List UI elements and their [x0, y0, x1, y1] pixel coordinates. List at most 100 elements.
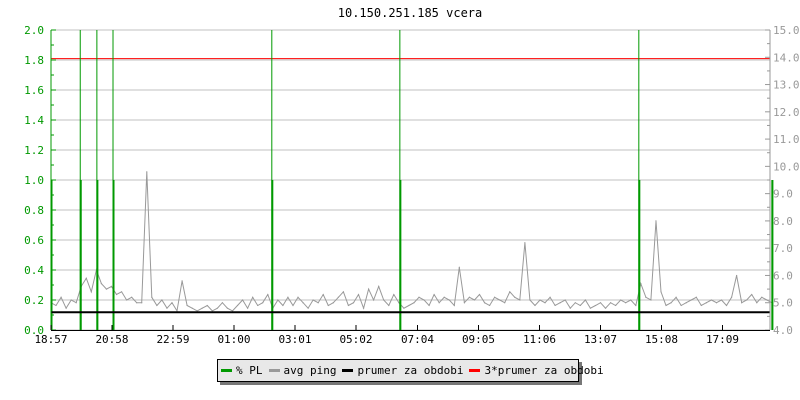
avg-ping-point [660, 291, 662, 293]
avg-ping-point [720, 299, 723, 301]
avg-ping-point [448, 299, 450, 301]
legend-label: prumer za obdobi [357, 364, 464, 377]
avg-ping-point [494, 296, 496, 298]
avg-ping-point [539, 299, 541, 301]
avg-ping-point [408, 304, 410, 307]
avg-ping-point [418, 296, 420, 298]
avg-ping-point [347, 304, 350, 307]
avg-ping-point [584, 299, 586, 301]
avg-ping-point [211, 310, 213, 312]
avg-ping-point [433, 293, 435, 296]
avg-ping-point [725, 304, 728, 307]
avg-ping-point [146, 171, 148, 173]
avg-ping-point [403, 307, 405, 309]
avg-ping-point [191, 307, 193, 309]
avg-ping-point [604, 307, 607, 309]
avg-ping-point [509, 291, 511, 293]
left-tick-label: 1.6 [24, 84, 44, 97]
avg-ping-point [736, 274, 738, 277]
avg-ping-point [443, 296, 445, 298]
avg-ping-point [307, 307, 309, 309]
avg-ping-point [655, 220, 657, 222]
avg-ping-point [751, 293, 753, 296]
legend-label: % PL [236, 364, 263, 377]
avg-ping-point [463, 302, 465, 304]
legend-item-3x-average: 3*prumer za obdobi [469, 364, 604, 377]
x-tick-label: 22:59 [156, 333, 189, 346]
avg-ping-point [680, 304, 682, 307]
avg-ping-point [75, 302, 77, 304]
avg-ping-point [221, 302, 224, 304]
avg-ping-point [166, 307, 168, 309]
legend-item-avg-ping: avg ping [268, 364, 336, 377]
avg-ping-point [609, 302, 612, 304]
legend: % PL avg ping prumer za obdobi 3*prumer … [217, 359, 604, 382]
avg-ping-point [488, 304, 491, 307]
avg-ping-point [186, 304, 188, 307]
avg-ping-point [297, 296, 299, 298]
left-tick-label: 0.8 [24, 204, 44, 217]
avg-ping-point [700, 304, 702, 307]
avg-ping-point [645, 296, 647, 298]
x-tick-label: 15:08 [645, 333, 678, 346]
avg-ping-point [368, 288, 370, 290]
legend-label: 3*prumer za obdobi [484, 364, 604, 377]
avg-ping-point [201, 307, 203, 309]
left-tick-label: 1.8 [24, 54, 44, 67]
x-tick-label: 18:57 [34, 333, 67, 346]
avg-ping-point [378, 285, 380, 287]
left-tick-label: 1.0 [24, 174, 44, 187]
avg-ping-point [322, 293, 324, 296]
left-tick-label: 1.4 [24, 114, 44, 127]
avg-ping-point [458, 266, 460, 268]
right-tick-label: 15.0 [773, 24, 800, 37]
left-tick-label: 0.2 [24, 294, 44, 307]
avg-ping-point [317, 302, 319, 304]
legend-swatch [268, 369, 280, 372]
legend-swatch [469, 369, 481, 372]
avg-ping-point [504, 302, 506, 304]
avg-ping-point [131, 296, 133, 298]
avg-ping-point [383, 299, 385, 301]
avg-ping-point [559, 302, 561, 304]
avg-ping-point [267, 293, 269, 296]
avg-ping-point [115, 293, 118, 296]
avg-ping-point [352, 302, 355, 304]
avg-ping-point [357, 293, 360, 296]
avg-ping-point [176, 310, 178, 312]
avg-ping-point [483, 302, 486, 304]
avg-ping-point [499, 299, 501, 301]
avg-ping-point [544, 302, 546, 304]
avg-ping-point [574, 302, 576, 304]
legend-swatch [342, 369, 354, 372]
avg-ping-point [337, 296, 339, 298]
avg-ping-point [105, 288, 108, 290]
avg-ping-point [65, 307, 67, 309]
avg-ping-point [741, 302, 743, 304]
avg-ping-point [277, 299, 279, 301]
avg-ping-point [100, 283, 103, 285]
right-tick-label: 12.0 [773, 106, 800, 119]
avg-ping-point [579, 304, 581, 307]
avg-ping-point [615, 304, 617, 307]
avg-ping-point [665, 304, 667, 307]
avg-ping-point [216, 307, 218, 309]
avg-ping-point [312, 299, 314, 301]
avg-ping-point [196, 310, 198, 312]
avg-ping-point [206, 304, 208, 307]
chart-title: 10.150.251.185 vcera [337, 6, 483, 20]
avg-ping-point [478, 293, 481, 296]
x-tick-label: 09:05 [462, 333, 495, 346]
avg-ping-point [635, 304, 637, 307]
avg-ping-point [90, 291, 92, 293]
avg-ping-point [620, 299, 622, 301]
avg-ping-point [453, 304, 455, 307]
avg-ping-point [519, 299, 521, 301]
avg-ping-point [85, 277, 87, 279]
avg-ping-point [247, 307, 249, 309]
avg-ping-point [554, 304, 556, 307]
right-tick-label: 13.0 [773, 79, 800, 92]
avg-ping-point [468, 296, 471, 298]
avg-ping-point [766, 299, 768, 301]
